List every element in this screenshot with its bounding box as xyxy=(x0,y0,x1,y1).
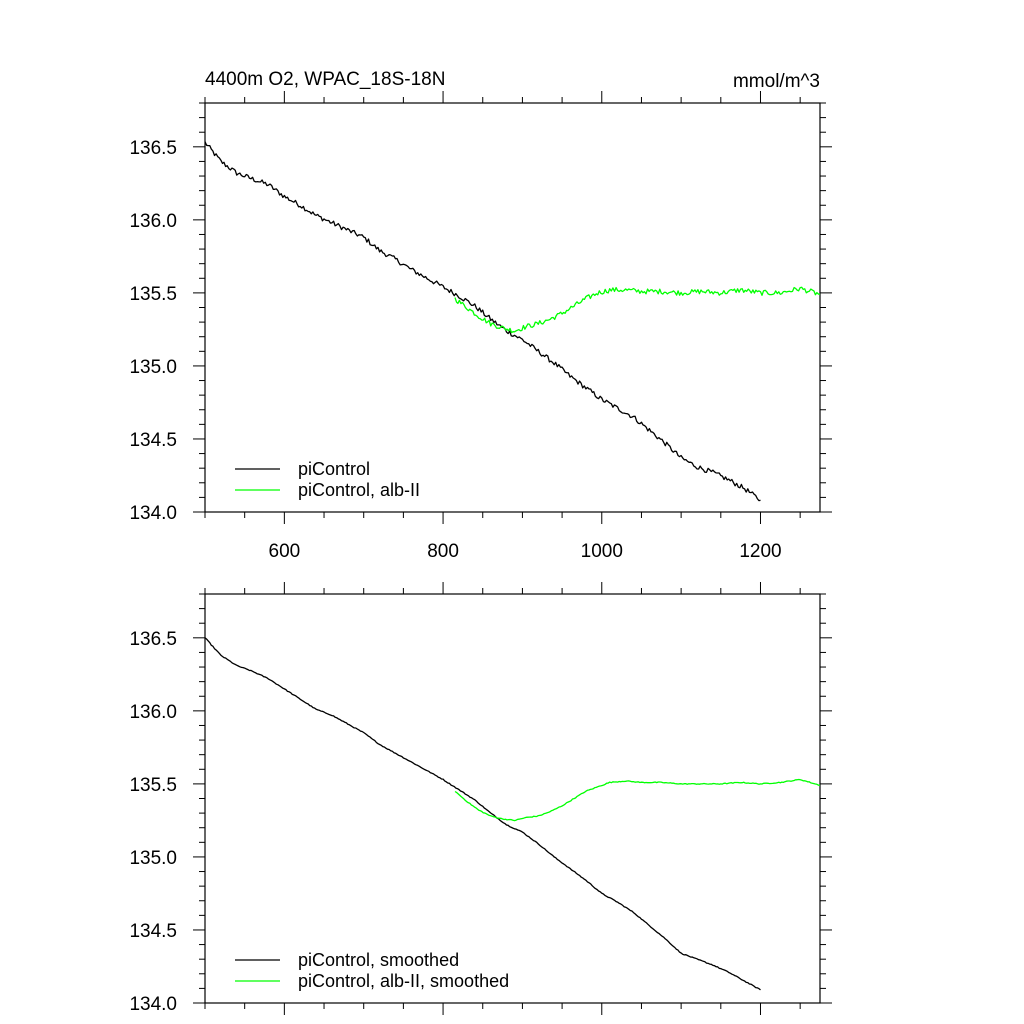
legend: piControl piControl, alb-II xyxy=(235,459,420,500)
series-group xyxy=(204,141,821,502)
y-tick-label: 134.0 xyxy=(129,503,177,524)
series-line-picontrol-alb-ii-smoothed xyxy=(454,778,821,822)
y-tick-label: 134.0 xyxy=(129,994,177,1015)
y-tick-label: 135.5 xyxy=(129,284,177,305)
axis-ticks xyxy=(193,582,832,1015)
bottom-panel: 134.0 134.5 135.0 135.5 136.0 136.5 piCo… xyxy=(129,582,832,1015)
legend-label: piControl, smoothed xyxy=(298,950,459,970)
y-tick-label: 135.5 xyxy=(129,775,177,796)
legend-label: piControl, alb-II xyxy=(298,480,420,500)
legend-label: piControl xyxy=(298,459,370,479)
series-group xyxy=(204,637,821,991)
top-panel: 4400m O2, WPAC_18S-18N mmol/m^3 134.0 13… xyxy=(129,69,832,562)
y-tick-label: 136.5 xyxy=(129,629,177,650)
y-tick-label: 134.5 xyxy=(129,921,177,942)
x-tick-label: 1200 xyxy=(739,541,781,562)
y-axis-labels: 134.0 134.5 135.0 135.5 136.0 136.5 xyxy=(129,138,177,524)
y-tick-label: 136.5 xyxy=(129,138,177,159)
y-axis-labels: 134.0 134.5 135.0 135.5 136.0 136.5 xyxy=(129,629,177,1015)
x-tick-label: 600 xyxy=(269,541,301,562)
x-tick-label: 800 xyxy=(427,541,459,562)
y-tick-label: 134.5 xyxy=(129,430,177,451)
legend-label: piControl, alb-II, smoothed xyxy=(298,971,509,991)
series-line-picontrol-alb-ii xyxy=(454,286,821,334)
x-tick-label: 1000 xyxy=(581,541,623,562)
series-line-picontrol-smoothed xyxy=(204,637,761,991)
legend: piControl, smoothed piControl, alb-II, s… xyxy=(235,950,509,991)
units-label: mmol/m^3 xyxy=(733,71,820,92)
chart-title: 4400m O2, WPAC_18S-18N xyxy=(205,69,445,90)
y-tick-label: 136.0 xyxy=(129,211,177,232)
y-tick-label: 135.0 xyxy=(129,848,177,869)
series-line-picontrol xyxy=(204,141,761,502)
x-axis-labels: 600 800 1000 1200 xyxy=(269,541,782,562)
y-tick-label: 136.0 xyxy=(129,702,177,723)
y-tick-label: 135.0 xyxy=(129,357,177,378)
axis-ticks xyxy=(193,91,832,524)
